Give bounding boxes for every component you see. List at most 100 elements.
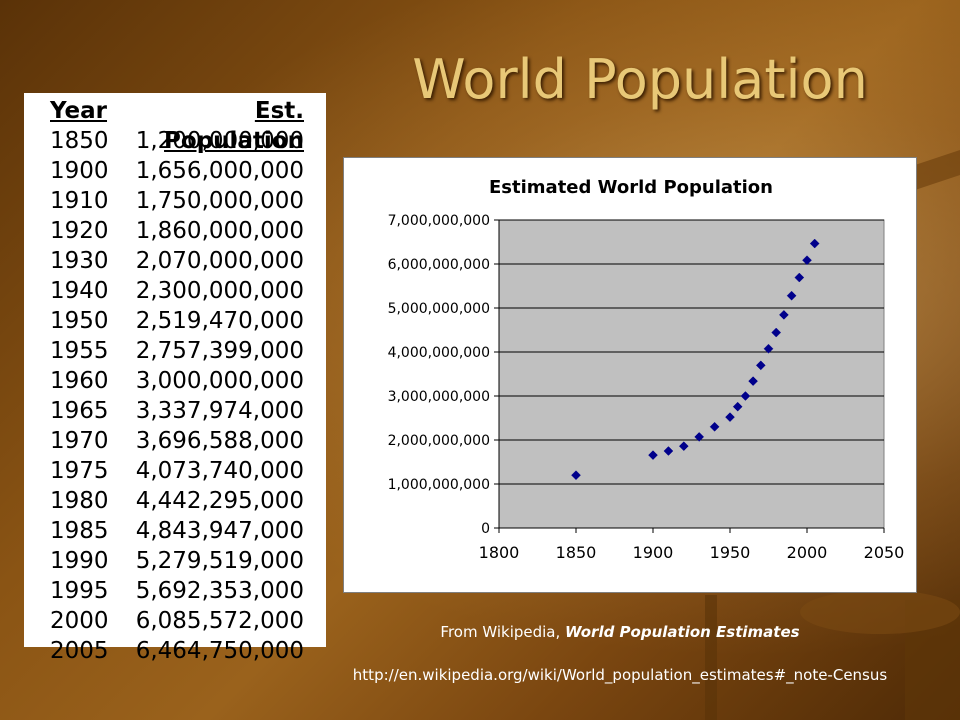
chart-svg: Estimated World Population 0 1,000,000,00…: [388, 177, 905, 562]
table-row: 1850 1,200,000,000: [24, 126, 326, 156]
y-tick-label: 3,000,000,000: [388, 389, 490, 405]
table-cell-population: 1,656,000,000: [135, 158, 304, 184]
data-point: [748, 376, 758, 386]
table-cell-population: 2,300,000,000: [135, 278, 304, 304]
table-row: 1940 2,300,000,000: [24, 276, 326, 306]
chart-title: Estimated World Population: [489, 177, 773, 198]
x-tick-label: 1850: [556, 543, 597, 562]
data-point: [725, 412, 735, 422]
data-point: [648, 450, 658, 460]
table-row: 1960 3,000,000,000: [24, 366, 326, 396]
y-tick-label: 7,000,000,000: [388, 213, 490, 229]
data-point: [763, 343, 774, 354]
x-tick-label: 1900: [633, 543, 674, 562]
table-cell-year: 1900: [50, 158, 109, 184]
table-row: 1910 1,750,000,000: [24, 186, 326, 216]
table-cell-year: 1965: [50, 398, 109, 424]
table-row: 1970 3,696,588,000: [24, 426, 326, 456]
table-cell-population: 5,692,353,000: [135, 578, 304, 604]
table-row: 1950 2,519,470,000: [24, 306, 326, 336]
data-point: [794, 272, 805, 283]
table-cell-year: 2005: [50, 638, 109, 664]
table-cell-population: 1,200,000,000: [135, 128, 304, 154]
data-point: [779, 310, 789, 320]
x-tick-label: 2050: [864, 543, 905, 562]
table-cell-year: 1920: [50, 218, 109, 244]
plot-background: [498, 219, 885, 529]
table-cell-population: 2,757,399,000: [135, 338, 304, 364]
data-point: [694, 432, 705, 442]
table-row: 1965 3,337,974,000: [24, 396, 326, 426]
y-tick-label: 1,000,000,000: [388, 477, 490, 493]
plot-area: 0 1,000,000,000 2,000,000,000 3,000,000,000…: [388, 213, 905, 562]
table-cell-year: 1975: [50, 458, 109, 484]
table-row: 1900 1,656,000,000: [24, 156, 326, 186]
credit-prefix: From Wikipedia,: [440, 623, 566, 641]
table-row: 1980 4,442,295,000: [24, 486, 326, 516]
table-body: 1850 1,200,000,000 1900 1,656,000,000 1910 1,…: [24, 126, 326, 666]
y-tick-label: 2,000,000,000: [388, 433, 490, 449]
table-header-year: Year: [50, 98, 108, 124]
table-cell-year: 1955: [50, 338, 109, 364]
data-point: [663, 446, 674, 456]
table-row: 1920 1,860,000,000: [24, 216, 326, 246]
data-point: [755, 360, 766, 371]
table-row: 1985 4,843,947,000: [24, 516, 326, 546]
y-tick-label: 4,000,000,000: [388, 345, 490, 361]
population-table: Year Est. Population 1850 1,200,000,000 19…: [24, 93, 326, 664]
table-cell-population: 1,750,000,000: [135, 188, 304, 214]
data-point: [732, 401, 743, 412]
data-point: [678, 441, 689, 452]
table-cell-population: 3,696,588,000: [135, 428, 304, 454]
slide-title: World Population: [412, 48, 868, 111]
scale-pan-decoration: [800, 590, 960, 634]
data-point: [809, 238, 820, 249]
table-cell-population: 2,070,000,000: [135, 248, 304, 274]
data-point: [571, 470, 581, 481]
y-tick-label: 0: [481, 521, 490, 537]
table-cell-population: 4,073,740,000: [135, 458, 304, 484]
table-cell-population: 4,843,947,000: [135, 518, 304, 544]
table-cell-population: 1,860,000,000: [135, 218, 304, 244]
table-row: 2000 6,085,572,000: [24, 606, 326, 636]
scale-post-decoration: [705, 595, 717, 720]
table-row: 1955 2,757,399,000: [24, 336, 326, 366]
table-cell-population: 3,000,000,000: [135, 368, 304, 394]
data-point: [740, 391, 751, 401]
table-cell-year: 1910: [50, 188, 109, 214]
table-cell-population: 2,519,470,000: [135, 308, 304, 334]
table-header-population: Est. Population: [164, 98, 304, 154]
source-url: http://en.wikipedia.org/wiki/World_popul…: [352, 666, 888, 684]
table-cell-population: 3,337,974,000: [135, 398, 304, 424]
table-cell-year: 1980: [50, 488, 109, 514]
population-chart: Estimated World Population 0 1,000,000,00…: [343, 157, 917, 593]
table-cell-year: 2000: [50, 608, 109, 634]
table-row: 1990 5,279,519,000: [24, 546, 326, 576]
x-tick-label: 2000: [787, 543, 828, 562]
table-cell-year: 1850: [50, 128, 109, 154]
table-cell-year: 1985: [50, 518, 109, 544]
y-tick-label: 5,000,000,000: [388, 301, 490, 317]
table-cell-population: 4,442,295,000: [135, 488, 304, 514]
table-cell-year: 1995: [50, 578, 109, 604]
data-point: [802, 255, 812, 266]
x-tick-label: 1950: [710, 543, 751, 562]
y-tick-label: 6,000,000,000: [388, 257, 490, 273]
table-row: 1930 2,070,000,000: [24, 246, 326, 276]
table-header-row: Year Est. Population: [24, 96, 326, 154]
table-row: 1995 5,692,353,000: [24, 576, 326, 606]
table-cell-year: 1940: [50, 278, 109, 304]
table-cell-year: 1950: [50, 308, 109, 334]
table-cell-population: 5,279,519,000: [135, 548, 304, 574]
table-cell-year: 1930: [50, 248, 109, 274]
table-cell-population: 6,085,572,000: [135, 608, 304, 634]
table-row: 2005 6,464,750,000: [24, 636, 326, 666]
table-cell-year: 1960: [50, 368, 109, 394]
table-cell-year: 1970: [50, 428, 109, 454]
table-cell-population: 6,464,750,000: [135, 638, 304, 664]
data-point: [771, 327, 782, 338]
table-cell-year: 1990: [50, 548, 109, 574]
credit-source-title: World Population Estimates: [565, 623, 800, 641]
x-tick-label: 1800: [479, 543, 520, 562]
credit-line: From Wikipedia, World Population Estimat…: [300, 623, 940, 641]
